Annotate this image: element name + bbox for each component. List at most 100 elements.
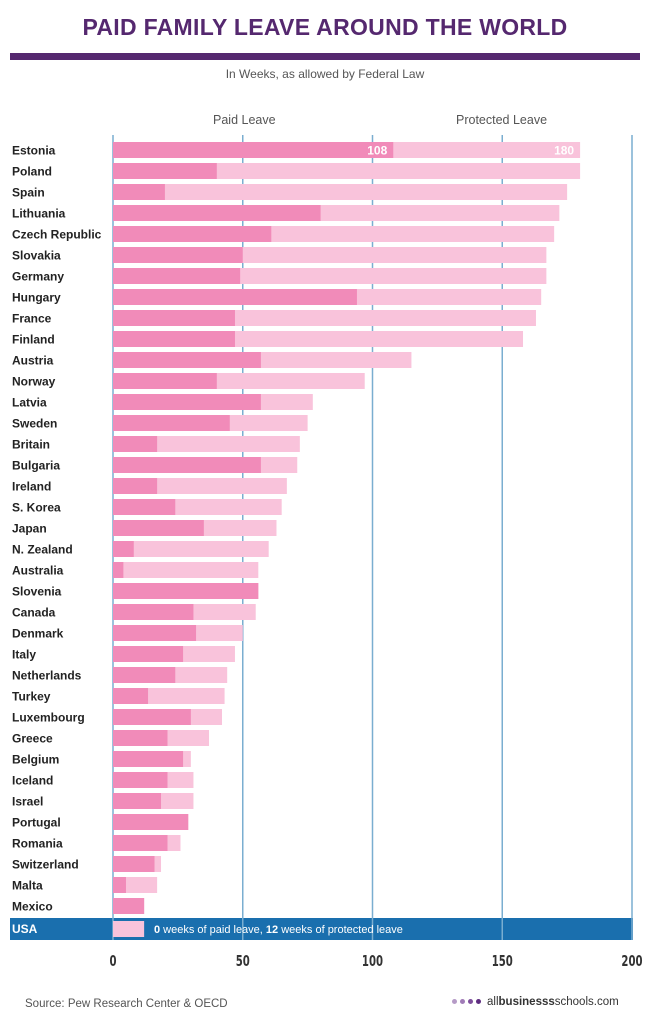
bar-paid-czech-republic	[113, 226, 272, 242]
bar-paid-greece	[113, 730, 168, 746]
category-label: Ireland	[12, 480, 51, 494]
category-label: Denmark	[12, 627, 64, 641]
bar-paid-lithuania	[113, 205, 321, 221]
category-label: Canada	[12, 606, 56, 620]
bar-paid-iceland	[113, 772, 168, 788]
bar-paid-norway	[113, 373, 217, 389]
category-label: Austria	[12, 354, 54, 368]
bar-paid-israel	[113, 793, 162, 809]
usa-annotation-part: 0	[154, 924, 160, 936]
bar-paid-belgium	[113, 751, 184, 767]
logo-dot-icon	[460, 999, 465, 1005]
category-label: Belgium	[12, 753, 59, 767]
bar-protected-spain	[113, 184, 568, 200]
category-label: Mexico	[12, 900, 53, 914]
usa-annotation: 0 weeks of paid leave, 12 weeks of prote…	[154, 924, 403, 936]
column-label-paid: Paid Leave	[213, 113, 276, 127]
x-tick-label: 100	[362, 954, 383, 971]
bar-paid-britain	[113, 436, 158, 452]
bar-paid-japan	[113, 520, 204, 536]
category-label: Germany	[12, 270, 64, 284]
bar-paid-romania	[113, 835, 168, 851]
bar-paid-slovenia	[113, 583, 259, 599]
bar-paid-france	[113, 310, 235, 326]
bar-paid-finland	[113, 331, 235, 347]
bar-paid-s-korea	[113, 499, 176, 515]
bar-protected-poland	[113, 163, 581, 179]
column-label-protected: Protected Leave	[456, 113, 548, 127]
bar-paid-austria	[113, 352, 261, 368]
bar-paid-italy	[113, 646, 184, 662]
category-label: Norway	[12, 375, 56, 389]
bar-paid-sweden	[113, 415, 230, 431]
bar-paid-estonia	[113, 142, 394, 158]
category-label: Turkey	[12, 690, 51, 704]
category-label: Japan	[12, 522, 47, 536]
bar-paid-luxembourg	[113, 709, 191, 725]
usa-highlight-band	[10, 918, 633, 940]
category-label: France	[12, 312, 52, 326]
category-label: Slovakia	[12, 249, 61, 263]
category-label: Romania	[12, 837, 63, 851]
bar-paid-malta	[113, 877, 126, 893]
category-label: Greece	[12, 732, 53, 746]
usa-annotation-part: 12	[266, 924, 278, 936]
logo-dot-icon	[476, 999, 481, 1005]
chart-title: PAID FAMILY LEAVE AROUND THE WORLD	[82, 14, 568, 40]
data-label-estonia-paid: 108	[367, 144, 387, 158]
bar-paid-spain	[113, 184, 165, 200]
category-label-usa: USA	[12, 922, 38, 936]
category-label: Poland	[12, 165, 52, 179]
category-label: Israel	[12, 795, 43, 809]
bar-paid-n-zealand	[113, 541, 134, 557]
category-label: Bulgaria	[12, 459, 60, 473]
category-label: Lithuania	[12, 207, 66, 221]
bar-paid-poland	[113, 163, 217, 179]
bar-paid-germany	[113, 268, 241, 284]
category-label: Spain	[12, 186, 45, 200]
bar-paid-portugal	[113, 814, 189, 830]
bar-protected-n-zealand	[113, 541, 269, 557]
bar-paid-canada	[113, 604, 194, 620]
bar-protected-britain	[113, 436, 300, 452]
x-tick-label: 200	[621, 954, 642, 971]
bar-protected-australia	[113, 562, 259, 578]
category-label: Luxembourg	[12, 711, 85, 725]
category-label: Malta	[12, 879, 43, 893]
category-label: Switzerland	[12, 858, 79, 872]
category-label: Sweden	[12, 417, 57, 431]
category-label: S. Korea	[12, 501, 61, 515]
bar-paid-slovakia	[113, 247, 243, 263]
category-label: Australia	[12, 564, 64, 578]
category-label: Netherlands	[12, 669, 82, 683]
logo-dot-icon	[468, 999, 473, 1005]
bar-paid-mexico	[113, 898, 145, 914]
bar-paid-australia	[113, 562, 124, 578]
category-label: Italy	[12, 648, 36, 662]
category-label: Czech Republic	[12, 228, 102, 242]
category-label: N. Zealand	[12, 543, 73, 557]
category-label: Finland	[12, 333, 55, 347]
bar-paid-bulgaria	[113, 457, 261, 473]
source-note: Source: Pew Research Center & OECD	[25, 998, 228, 1010]
logo-dot-icon	[452, 999, 457, 1005]
bar-paid-hungary	[113, 289, 357, 305]
bar-paid-netherlands	[113, 667, 176, 683]
usa-annotation-part: weeks of protected leave	[278, 924, 403, 936]
brand-logo: allbusinesssschools.com	[452, 996, 619, 1008]
data-label-estonia-protected: 180	[554, 144, 574, 158]
bar-paid-ireland	[113, 478, 158, 494]
bar-paid-turkey	[113, 688, 149, 704]
category-label: Iceland	[12, 774, 53, 788]
bar-paid-switzerland	[113, 856, 155, 872]
bar-paid-latvia	[113, 394, 261, 410]
x-tick-label: 0	[109, 954, 116, 971]
bar-paid-denmark	[113, 625, 197, 641]
category-label: Slovenia	[12, 585, 62, 599]
category-label: Portugal	[12, 816, 61, 830]
category-label: Latvia	[12, 396, 47, 410]
bar-protected-usa	[113, 921, 145, 937]
usa-annotation-part: weeks of paid leave,	[160, 924, 266, 936]
chart-subtitle: In Weeks, as allowed by Federal Law	[225, 67, 425, 81]
